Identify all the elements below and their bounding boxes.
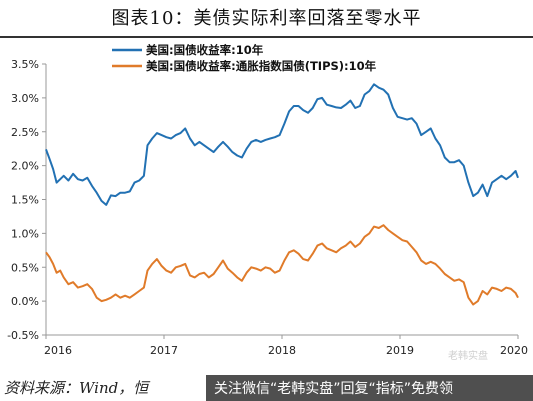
x-tick-label: 2020 <box>500 344 528 357</box>
y-tick-label: 1.0% <box>11 227 39 240</box>
y-tick-label: 3.0% <box>11 92 39 105</box>
y-tick-label: 1.5% <box>11 194 39 207</box>
y-tick-label: 3.5% <box>11 58 39 71</box>
figure-title-bar: 图表10：美债实际利率回落至零水平 <box>0 0 533 34</box>
source-note: 资料来源：Wind，恒 <box>4 379 149 397</box>
series-line-2 <box>45 224 519 306</box>
series-line-1 <box>45 83 519 206</box>
chart-axes: -0.5% 0.0% 0.5% 1.0% 1.5% 2.0% 2.5% 3.0% 3.5% 201… <box>7 58 528 357</box>
legend-label-2: 美国:国债收益率:通胀指数国债(TIPS):10年 <box>146 59 377 73</box>
y-tick-label: 0.5% <box>11 261 39 274</box>
title-divider <box>0 36 533 38</box>
watermark-text: 老韩实盘 <box>448 351 488 362</box>
y-tick-label: -0.5% <box>7 329 39 342</box>
x-tick-label: 2017 <box>150 344 178 357</box>
line-chart: -0.5% 0.0% 0.5% 1.0% 1.5% 2.0% 2.5% 3.0% 3.5% 201… <box>7 43 528 357</box>
x-tick-label: 2018 <box>268 344 296 357</box>
chart-series-layer <box>45 83 519 306</box>
legend-label-1: 美国:国债收益率:10年 <box>146 43 264 57</box>
figure-title: 图表10：美债实际利率回落至零水平 <box>111 8 422 29</box>
y-tick-label: 2.5% <box>11 126 39 139</box>
x-tick-label: 2019 <box>386 344 414 357</box>
y-tick-label: 0.0% <box>11 295 39 308</box>
source-bar: 资料来源：Wind，恒 <box>0 373 533 401</box>
y-tick-label: 2.0% <box>11 160 39 173</box>
x-tick-label: 2016 <box>44 344 72 357</box>
promo-banner[interactable]: 关注微信“老韩实盘”回复“指标”免费领 <box>206 375 533 401</box>
